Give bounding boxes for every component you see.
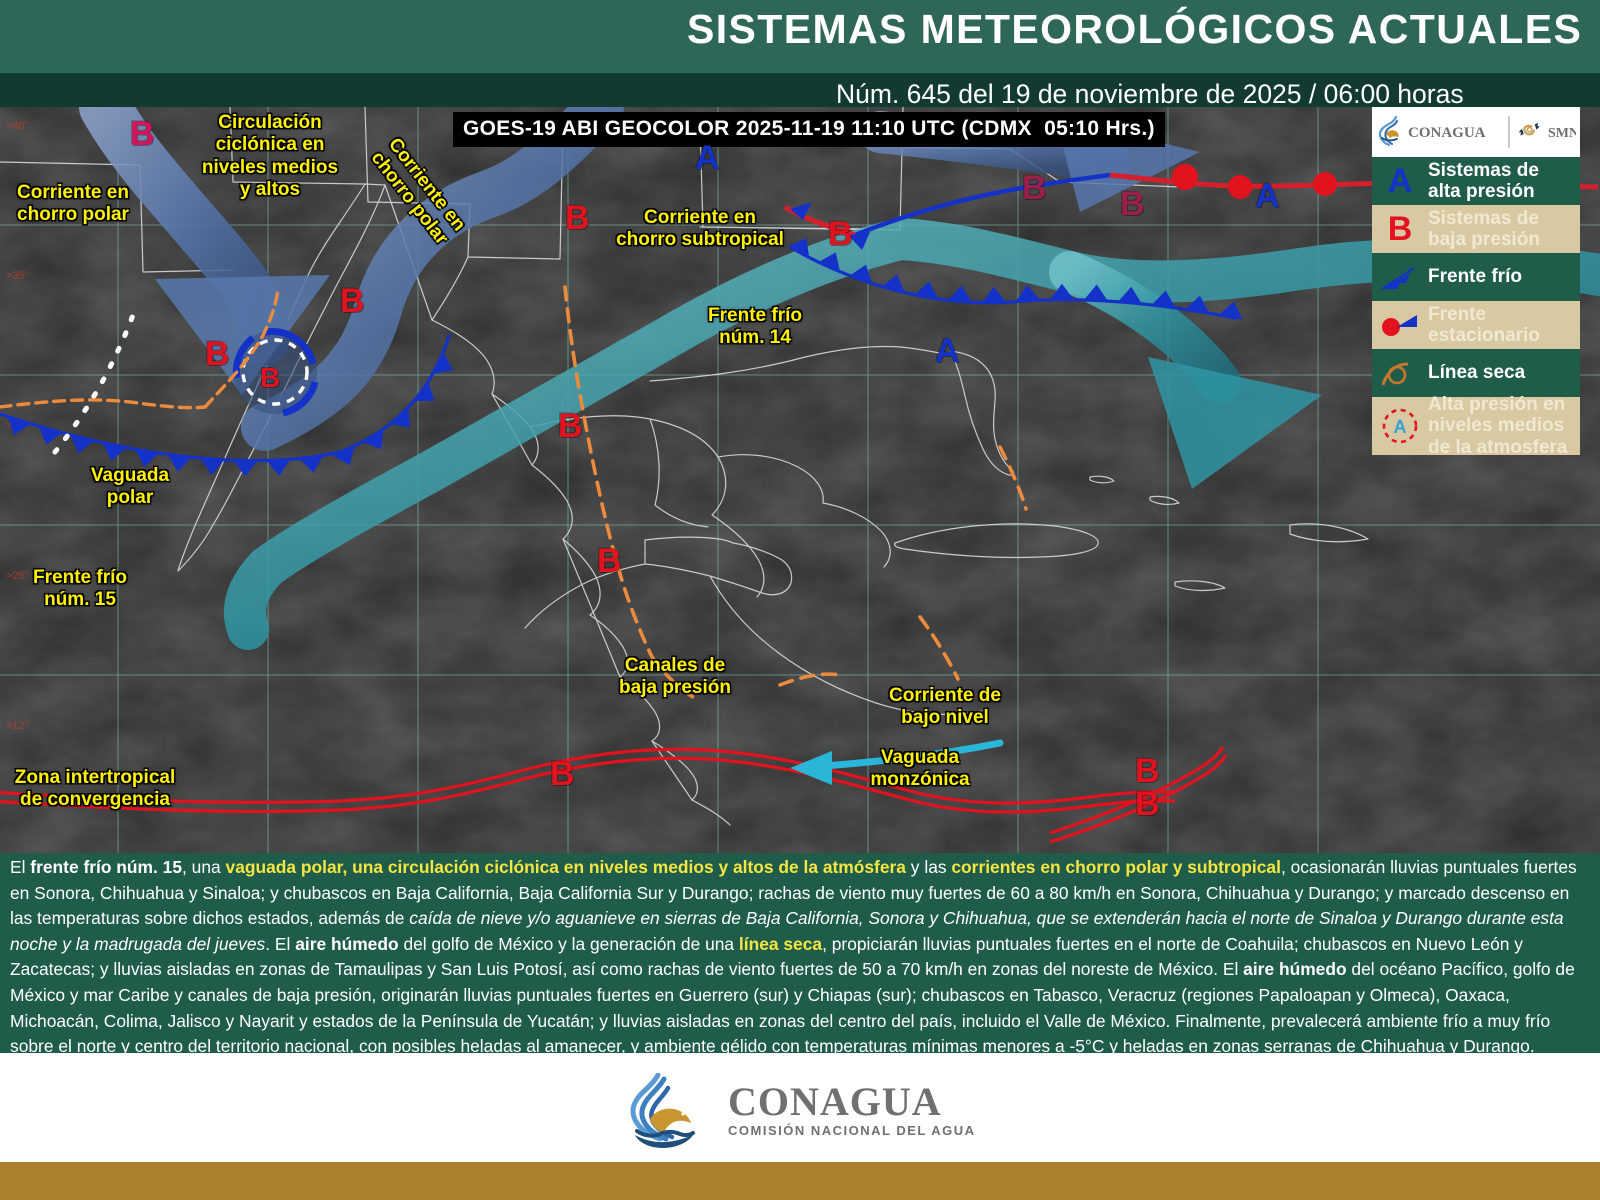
svg-text:>12°: >12°	[6, 720, 29, 732]
svg-text:COMISIÓN NACIONAL DEL AGUA: COMISIÓN NACIONAL DEL AGUA	[728, 1123, 976, 1138]
svg-text:CONAGUA: CONAGUA	[1408, 125, 1486, 141]
svg-text:A: A	[1394, 417, 1407, 437]
svg-text:>35°: >35°	[6, 270, 29, 282]
svg-text:CONAGUA: CONAGUA	[728, 1079, 942, 1124]
svg-text:>40°: >40°	[6, 120, 29, 132]
svg-text:SMN: SMN	[1548, 126, 1576, 141]
